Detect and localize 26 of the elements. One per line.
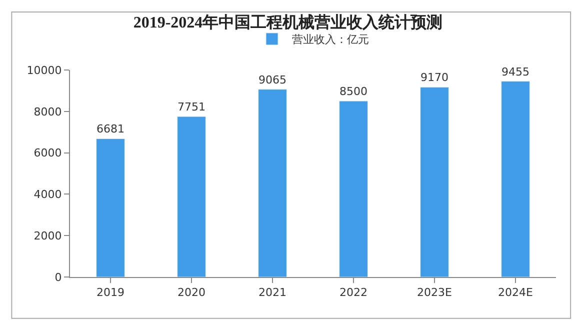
bar	[96, 138, 125, 277]
bar	[501, 81, 530, 277]
bar	[339, 100, 368, 277]
bar	[420, 86, 449, 277]
y-tick-label: 8000	[34, 105, 62, 118]
x-tick-label: 2022	[340, 286, 368, 300]
y-tick-label: 2000	[34, 229, 62, 242]
x-tick-label: 2021	[258, 286, 286, 300]
data-label: 8500	[340, 85, 368, 98]
bar	[177, 116, 206, 277]
y-tick-label: 10000	[26, 64, 62, 77]
data-label: 6681	[96, 122, 125, 136]
x-tick-label: 2019	[96, 286, 124, 300]
legend-label: 营业收入：亿元	[292, 33, 369, 46]
y-tick-label: 0	[54, 270, 62, 284]
x-tick-label: 2020	[178, 286, 206, 300]
y-tick-label: 4000	[34, 188, 62, 202]
data-label: 9455	[502, 65, 530, 78]
bar	[258, 89, 287, 277]
x-tick-label: 2023E	[417, 286, 452, 300]
chart-title: 2019-2024年中国工程机械营业收入统计预测	[133, 14, 443, 32]
data-label: 9170	[420, 71, 449, 84]
x-tick-label: 2024E	[498, 286, 534, 300]
data-label: 9065	[258, 73, 287, 86]
data-label: 7751	[178, 100, 206, 114]
y-tick-label: 6000	[34, 146, 62, 160]
